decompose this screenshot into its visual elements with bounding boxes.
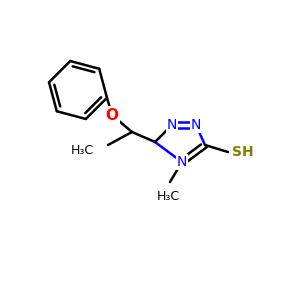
Text: N: N bbox=[167, 118, 177, 132]
Text: O: O bbox=[106, 107, 118, 122]
Text: H₃C: H₃C bbox=[71, 143, 94, 157]
Text: N: N bbox=[177, 155, 187, 169]
Text: SH: SH bbox=[232, 145, 254, 159]
Text: N: N bbox=[191, 118, 201, 132]
Text: H₃C: H₃C bbox=[156, 190, 180, 203]
